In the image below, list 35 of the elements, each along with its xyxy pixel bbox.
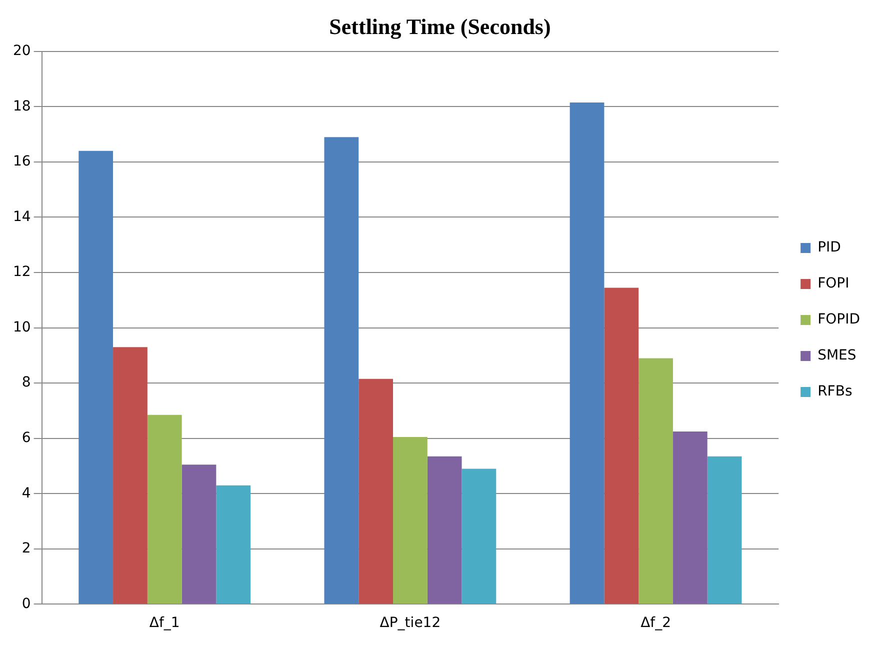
y-tick-label: 6 [22, 430, 31, 446]
y-tick-label: 4 [22, 485, 31, 502]
y-tick-label: 10 [12, 319, 31, 336]
x-tick-label: Δf_2 [640, 615, 671, 632]
bar [182, 464, 216, 604]
bar [462, 468, 496, 604]
bar [216, 485, 251, 604]
bar [358, 378, 394, 604]
y-tick-label: 14 [12, 208, 31, 225]
bar [638, 358, 673, 604]
bar [707, 456, 742, 604]
bar [604, 288, 639, 604]
bar [393, 436, 428, 604]
legend-label: FOPI [818, 276, 850, 292]
y-tick-label: 12 [12, 264, 31, 280]
bar [147, 414, 182, 604]
bar [324, 137, 359, 604]
chart-title: Settling Time (Seconds) [329, 14, 551, 39]
y-tick-label: 0 [22, 596, 31, 612]
bar [113, 347, 148, 604]
bar [570, 102, 604, 604]
y-tick-label: 2 [22, 540, 31, 557]
bar [427, 456, 462, 604]
legend-label: FOPID [818, 312, 860, 328]
y-tick-label: 18 [12, 98, 31, 114]
y-tick-label: 8 [22, 374, 31, 391]
x-tick-label: ΔP_tie12 [380, 615, 441, 632]
legend-label: SMES [818, 348, 856, 364]
bar [672, 431, 708, 604]
y-tick-label: 20 [12, 43, 31, 60]
legend-label: PID [818, 240, 841, 256]
legend-label: RFBs [818, 384, 852, 400]
y-tick-label: 16 [12, 154, 31, 170]
bar [78, 150, 114, 604]
x-tick-label: Δf_1 [149, 615, 180, 632]
